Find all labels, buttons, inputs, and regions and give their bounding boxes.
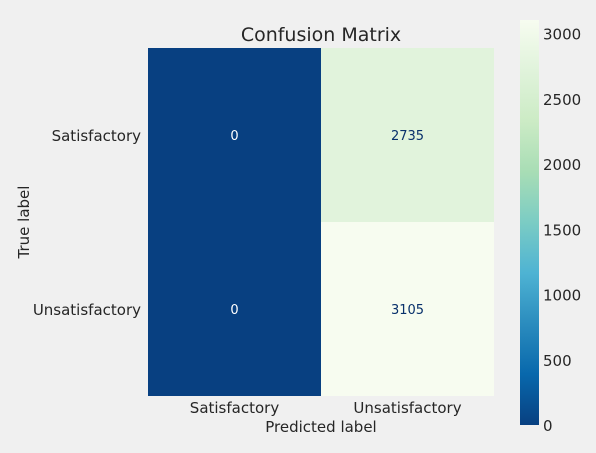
heatmap-cell-labels: 0 2735 0 3105 <box>230 129 424 318</box>
colorbar-tick-label: 1500 <box>543 221 581 239</box>
heatmap-cell-r1-c0 <box>148 222 321 396</box>
colorbar-tick-label: 2500 <box>543 91 581 109</box>
cell-value-r0-c0: 0 <box>230 129 238 144</box>
y-axis-label: True label <box>15 186 33 260</box>
colorbar-tick-labels: 0 500 1000 1500 2000 2500 3000 <box>543 26 581 435</box>
heatmap-cell-r0-c0 <box>148 48 321 222</box>
colorbar-tick-label: 0 <box>543 417 553 435</box>
heatmap-cells <box>148 48 494 396</box>
colorbar <box>520 20 539 425</box>
y-tick-label: Unsatisfactory <box>33 301 141 319</box>
heatmap-cell-r0-c1 <box>321 48 494 222</box>
x-tick-label: Satisfactory <box>190 399 280 417</box>
y-tick-label: Satisfactory <box>52 127 142 145</box>
colorbar-tick-label: 1000 <box>543 287 581 305</box>
colorbar-tick-label: 3000 <box>543 26 581 44</box>
x-tick-label: Unsatisfactory <box>353 399 461 417</box>
colorbar-tick-label: 2000 <box>543 156 581 174</box>
colorbar-tick-label: 500 <box>543 352 572 370</box>
x-axis-label: Predicted label <box>265 418 376 436</box>
x-tick-labels: Satisfactory Unsatisfactory <box>190 399 462 417</box>
cell-value-r1-c1: 3105 <box>391 303 424 318</box>
y-tick-labels: Satisfactory Unsatisfactory <box>33 127 141 319</box>
cell-value-r1-c0: 0 <box>230 303 238 318</box>
cell-value-r0-c1: 2735 <box>391 129 424 144</box>
heatmap-cell-r1-c1 <box>321 222 494 396</box>
chart-title: Confusion Matrix <box>241 24 401 46</box>
